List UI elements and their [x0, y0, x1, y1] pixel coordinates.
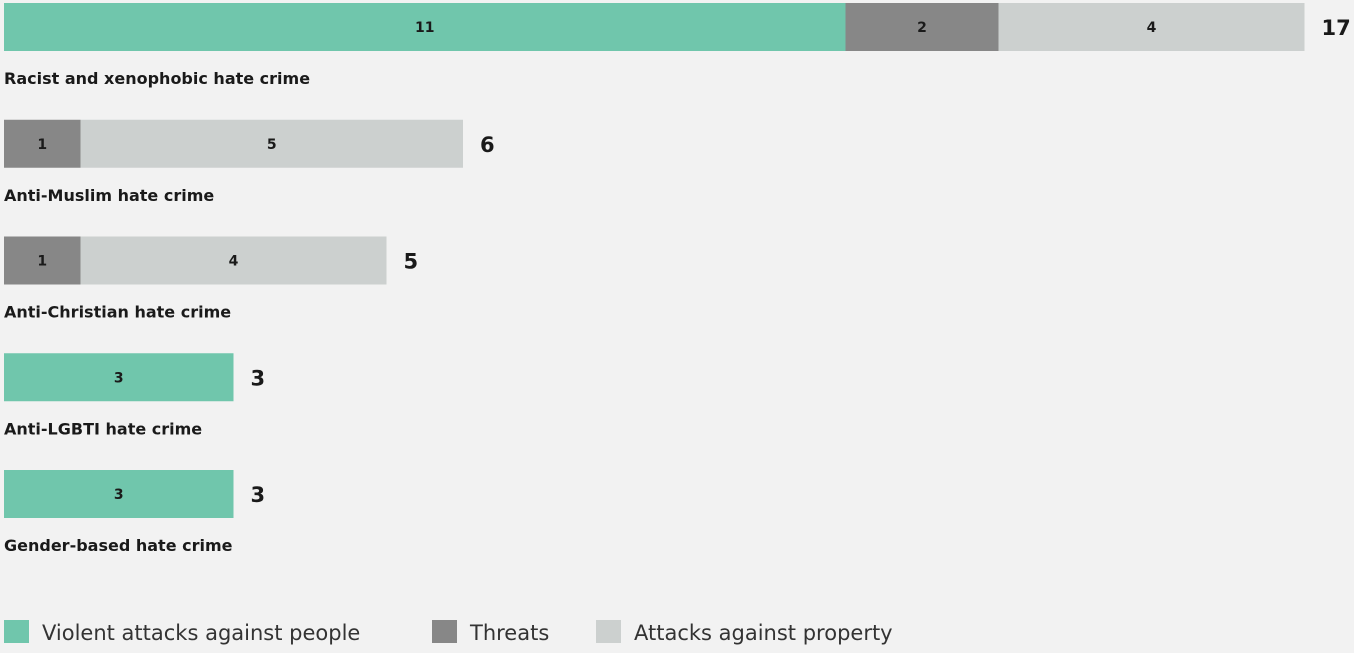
bar-segment	[4, 470, 234, 518]
legend-label: Threats	[469, 621, 549, 645]
legend-swatch	[596, 620, 621, 643]
category-label: Anti-Muslim hate crime	[4, 186, 214, 205]
segment-value-label: 2	[917, 20, 927, 36]
bar-segment	[998, 3, 1305, 51]
bar-segment	[4, 119, 81, 168]
bar-total-label: 3	[251, 483, 266, 507]
bar-total-label: 6	[480, 133, 495, 157]
bar-segment	[4, 3, 846, 51]
segment-value-label: 11	[415, 20, 434, 36]
segment-value-label: 3	[114, 370, 124, 386]
category-label: Anti-Christian hate crime	[4, 303, 231, 322]
bar-segment	[80, 119, 463, 168]
legend-swatch	[432, 620, 457, 643]
bar-total-label: 5	[404, 250, 419, 274]
legend-label: Attacks against property	[634, 621, 893, 645]
legend-swatch	[4, 620, 29, 643]
category-label: Anti-LGBTI hate crime	[4, 419, 202, 438]
bar-segment	[80, 236, 387, 285]
bar-total-label: 17	[1322, 16, 1351, 40]
segment-value-label: 1	[37, 137, 47, 153]
segment-value-label: 4	[229, 254, 239, 270]
bar-segment	[845, 3, 999, 51]
category-label: Racist and xenophobic hate crime	[4, 69, 310, 88]
legend-label: Violent attacks against people	[42, 621, 360, 645]
category-label: Gender-based hate crime	[4, 536, 233, 555]
segment-value-label: 1	[37, 254, 47, 270]
bar-segment	[4, 236, 81, 285]
bar-total-label: 3	[251, 366, 266, 390]
bar-segment	[4, 353, 234, 402]
segment-value-label: 3	[114, 487, 124, 503]
segment-value-label: 4	[1147, 20, 1157, 36]
segment-value-label: 5	[267, 137, 277, 153]
